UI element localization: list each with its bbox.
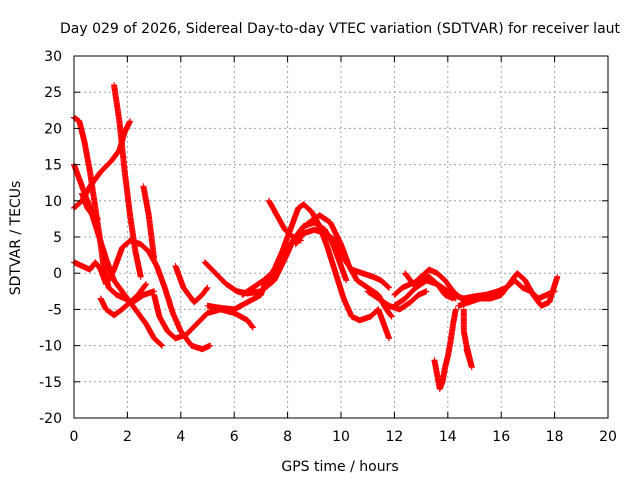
series-arc-5 bbox=[140, 183, 158, 262]
x-tick-label: 8 bbox=[283, 429, 292, 445]
data-point-markers bbox=[79, 190, 101, 222]
x-tick-label: 0 bbox=[70, 429, 79, 445]
axis-ticks: 0 2 4 6 8 10 12 14 16 18 20 -20 -15 -10 -5 0 5 10 15 20 25 30 bbox=[39, 49, 617, 445]
series-arc-6 bbox=[79, 190, 101, 222]
y-tick-label: 0 bbox=[53, 266, 62, 282]
x-tick-label: 12 bbox=[385, 429, 403, 445]
data-point-markers bbox=[364, 288, 430, 313]
y-tick-label: -10 bbox=[39, 339, 62, 355]
x-tick-label: 2 bbox=[123, 429, 132, 445]
data-points bbox=[71, 82, 561, 392]
data-point-markers bbox=[460, 306, 475, 371]
data-point-markers bbox=[97, 281, 150, 319]
y-tick-label: 30 bbox=[44, 49, 62, 65]
y-axis-label: SDTVAR / TECUs bbox=[8, 181, 24, 296]
series-arc-24 bbox=[455, 270, 561, 309]
data-point-markers bbox=[292, 226, 393, 291]
series-arc-22 bbox=[460, 306, 475, 371]
y-tick-label: 15 bbox=[44, 158, 62, 174]
series-arc-20 bbox=[391, 277, 459, 309]
data-point-markers bbox=[391, 277, 459, 309]
data-point-markers bbox=[140, 183, 158, 262]
y-tick-label: -5 bbox=[48, 302, 62, 318]
x-tick-label: 10 bbox=[332, 429, 350, 445]
x-tick-label: 14 bbox=[439, 429, 457, 445]
series-arc-17 bbox=[364, 288, 430, 313]
data-point-markers bbox=[201, 219, 350, 297]
data-point-markers bbox=[172, 263, 211, 306]
x-tick-label: 4 bbox=[176, 429, 185, 445]
y-tick-label: -15 bbox=[39, 375, 62, 391]
series-arc-21 bbox=[431, 306, 459, 392]
x-tick-label: 16 bbox=[492, 429, 510, 445]
series-arc-4 bbox=[111, 82, 144, 280]
chart-title: Day 029 of 2026, Sidereal Day-to-day VTE… bbox=[60, 21, 621, 37]
data-point-markers bbox=[455, 270, 561, 309]
data-point-markers bbox=[431, 306, 459, 392]
y-tick-label: -20 bbox=[39, 411, 62, 427]
y-tick-label: 25 bbox=[44, 85, 62, 101]
y-tick-label: 5 bbox=[53, 230, 62, 246]
y-tick-label: 10 bbox=[44, 194, 62, 210]
series-arc-8 bbox=[97, 281, 150, 319]
x-tick-label: 20 bbox=[599, 429, 617, 445]
x-axis-label: GPS time / hours bbox=[281, 459, 398, 475]
x-tick-label: 18 bbox=[546, 429, 564, 445]
y-tick-label: 20 bbox=[44, 121, 62, 137]
series-arc-16 bbox=[292, 226, 393, 291]
series-arc-12 bbox=[201, 219, 350, 297]
series-arc-10 bbox=[172, 263, 211, 306]
data-point-markers bbox=[111, 82, 144, 280]
x-tick-label: 6 bbox=[230, 429, 239, 445]
